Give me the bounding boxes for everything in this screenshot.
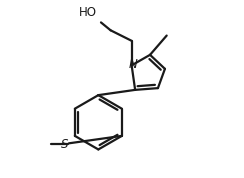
Text: S: S [61,138,69,151]
Text: N: N [129,58,137,71]
Text: HO: HO [79,6,97,19]
